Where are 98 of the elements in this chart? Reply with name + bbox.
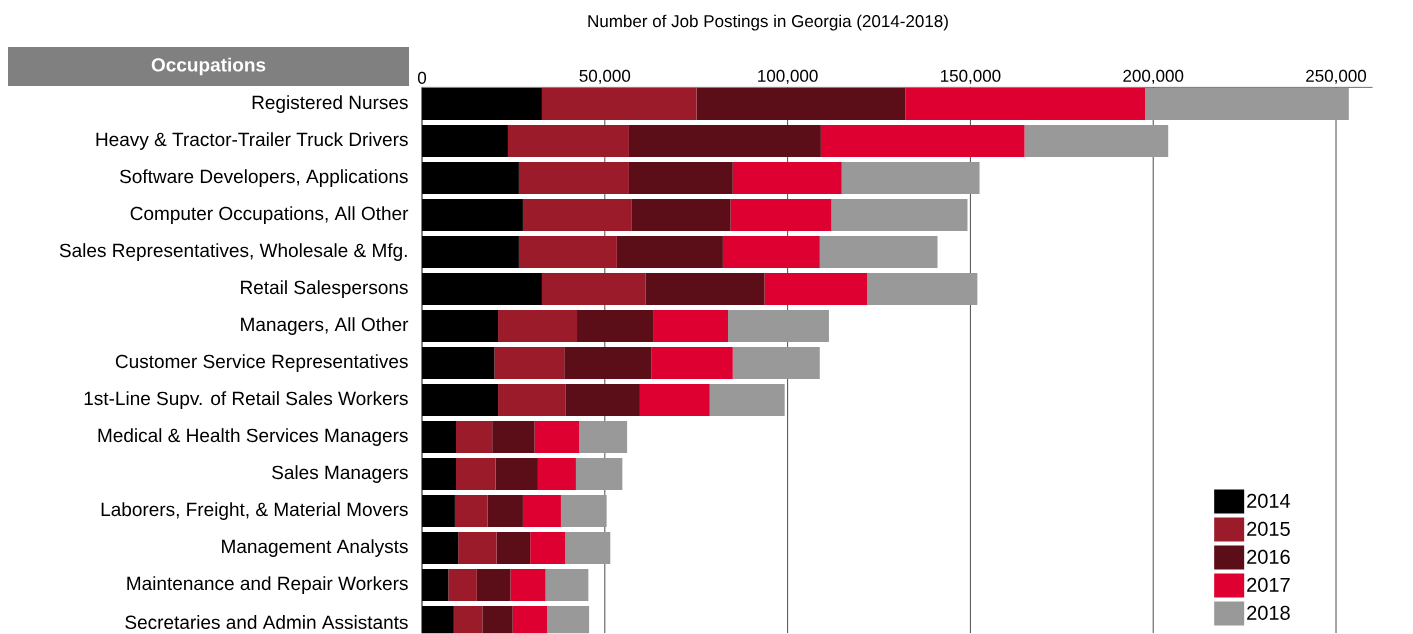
y-tick-label: 1st-Line Supv. of Retail Sales Workers <box>84 391 408 409</box>
bar <box>454 495 488 528</box>
bar <box>732 347 820 380</box>
bar <box>541 273 646 306</box>
bar <box>422 162 519 195</box>
legend-label: 2018 <box>1247 605 1290 620</box>
bar <box>422 125 508 158</box>
y-tick-label: Management Analysts <box>222 539 408 557</box>
bar <box>510 569 546 602</box>
y-tick-label: Computer Occupations, All Other <box>130 206 409 224</box>
bar <box>498 310 578 343</box>
legend-label: 2015 <box>1247 521 1290 536</box>
bar <box>422 458 457 491</box>
bar <box>1145 88 1349 121</box>
y-tick-label: Registered Nurses <box>252 95 408 113</box>
bar <box>422 569 449 602</box>
bar <box>841 162 980 195</box>
bar <box>537 458 576 491</box>
bar <box>495 458 538 491</box>
bar <box>730 199 832 232</box>
x-tick-label: 250,000 <box>1306 69 1367 84</box>
bar <box>728 310 829 343</box>
bar <box>458 532 497 565</box>
bar <box>577 310 654 343</box>
bar <box>456 421 493 454</box>
bar <box>651 347 733 380</box>
x-tick-label: 50,000 <box>579 69 631 84</box>
bar <box>696 88 906 121</box>
y-tick-label: Customer Service Representatives <box>115 354 408 372</box>
bar <box>653 310 729 343</box>
bar <box>522 495 561 528</box>
bar <box>422 236 519 269</box>
bar <box>422 347 495 380</box>
bar <box>628 125 821 158</box>
bar <box>456 458 496 491</box>
bar <box>422 88 542 121</box>
bar <box>1024 125 1169 158</box>
y-tick-label: Secretaries and Admin Assistants <box>125 615 408 630</box>
bar <box>492 421 535 454</box>
legend-label: 2016 <box>1247 549 1290 564</box>
bar <box>819 236 938 269</box>
bar <box>639 384 710 417</box>
bar <box>487 495 523 528</box>
bar <box>422 273 542 306</box>
bar <box>565 532 611 565</box>
bar <box>422 495 455 528</box>
y-tick-label: Laborers, Freight, & Material Movers <box>101 502 408 520</box>
x-tick-label: 150,000 <box>940 69 1001 84</box>
bar <box>422 199 523 232</box>
x-tick-label: 0 <box>417 71 427 84</box>
bar <box>722 236 820 269</box>
bar <box>905 88 1146 121</box>
bar <box>422 384 499 417</box>
bar <box>498 384 566 417</box>
bar <box>867 273 978 306</box>
bar <box>518 236 617 269</box>
chart-title: Number of Job Postings in Georgia (2014-2018) <box>588 14 948 31</box>
y-tick-label: Sales Representatives, Wholesale & Mfg. <box>59 243 407 261</box>
bar <box>628 162 733 195</box>
y-axis-title: Occupations <box>151 57 266 76</box>
y-tick-label: Software Developers, Applications <box>119 169 408 187</box>
bar <box>422 532 459 565</box>
bar <box>631 199 731 232</box>
bar <box>579 421 628 454</box>
bar <box>530 532 566 565</box>
bar <box>565 384 640 417</box>
bar <box>448 569 477 602</box>
y-tick-label: Retail Salespersons <box>241 280 408 298</box>
x-tick-label: 100,000 <box>758 69 818 84</box>
x-tick-label: 200,000 <box>1123 69 1184 84</box>
bar <box>422 310 499 343</box>
y-tick-label: Maintenance and Repair Workers <box>127 576 408 594</box>
bar <box>564 347 652 380</box>
bar <box>541 88 697 121</box>
y-tick-label: Sales Managers <box>272 465 408 483</box>
y-tick-label: Managers, All Other <box>241 317 409 335</box>
bar <box>522 199 632 232</box>
bar <box>616 236 723 269</box>
bar <box>545 569 589 602</box>
bar <box>534 421 580 454</box>
bar <box>496 532 531 565</box>
bar <box>645 273 765 306</box>
legend-label: 2014 <box>1247 493 1291 508</box>
bar <box>732 162 842 195</box>
y-tick-label: Medical & Health Services Managers <box>98 428 408 446</box>
bar <box>831 199 968 232</box>
bar <box>709 384 785 417</box>
bar <box>507 125 629 158</box>
y-tick-label: Heavy & Tractor-Trailer Truck Drivers <box>96 132 408 150</box>
bar <box>560 495 607 528</box>
bar <box>764 273 868 306</box>
bar <box>575 458 623 491</box>
bar <box>494 347 565 380</box>
bar <box>518 162 629 195</box>
bar <box>476 569 511 602</box>
legend-label: 2017 <box>1247 577 1290 592</box>
bar <box>820 125 1025 158</box>
bar <box>422 421 457 454</box>
